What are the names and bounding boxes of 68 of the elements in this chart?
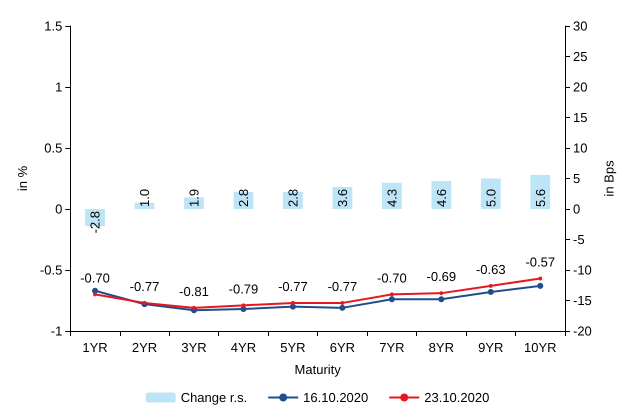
data-label: 1.9 (186, 188, 202, 207)
point (192, 306, 196, 310)
data-label: 4.3 (384, 188, 400, 207)
point (93, 292, 98, 296)
y2-tick-label: -10 (573, 262, 592, 278)
y2-tick-label: 15 (573, 110, 588, 125)
y2-tick-label: 5 (573, 171, 580, 186)
data-label: 2.8 (236, 188, 251, 207)
point (488, 288, 494, 295)
point (537, 282, 544, 289)
y-tick-label: 1.5 (44, 18, 62, 34)
data-label: 5.0 (483, 188, 498, 207)
data-label: -2.8 (88, 211, 103, 234)
x-tick-label: 8YR (428, 340, 454, 355)
x-tick-label: 5YR (280, 340, 306, 355)
x-tick-label: 2YR (132, 340, 158, 355)
x-tick-label: 1YR (82, 340, 108, 355)
y2-tick-label: -5 (573, 232, 585, 247)
data-label: -0.77 (130, 278, 160, 294)
data-label: -0.57 (525, 254, 556, 270)
x-tick-label: 7YR (379, 340, 405, 355)
point (290, 300, 295, 305)
point (340, 300, 344, 305)
data-label: -0.70 (80, 270, 110, 286)
data-label: 2.8 (285, 188, 300, 207)
x-tick-label: 3YR (181, 340, 207, 355)
y2-axis-title: in Bps (602, 160, 617, 197)
point (339, 304, 346, 311)
y-tick-label: 1 (55, 80, 62, 94)
legend-label: Change r.s. (180, 390, 248, 405)
y2-tick-label: 20 (573, 80, 588, 94)
y2-tick-label: 10 (573, 140, 588, 156)
data-label: -0.79 (228, 281, 258, 296)
y-tick-label: 0.5 (44, 140, 62, 156)
data-label: -0.81 (179, 284, 209, 299)
data-label: -0.77 (328, 278, 358, 294)
point (390, 292, 394, 296)
point (438, 296, 444, 302)
data-label: -0.77 (278, 278, 308, 294)
y-tick-label: -1 (50, 324, 62, 338)
point (241, 303, 246, 308)
point (538, 276, 542, 281)
y2-tick-label: -15 (573, 293, 592, 308)
data-label: -0.69 (426, 269, 456, 284)
y2-tick-label: -20 (573, 324, 592, 338)
x-tick-label: 9YR (478, 340, 504, 355)
data-label: 5.6 (532, 188, 548, 207)
y2-tick-label: 30 (573, 18, 588, 34)
x-tick-label: 6YR (330, 340, 356, 355)
y-tick-label: 0 (55, 202, 62, 216)
y2-tick-label: 0 (573, 202, 580, 216)
x-tick-label: 4YR (230, 340, 256, 355)
data-label: -0.70 (377, 270, 407, 286)
y-axis-title: in % (15, 165, 30, 192)
legend-label: 23.10.2020 (424, 390, 490, 405)
point (388, 296, 395, 302)
y-tick-label: -0.5 (40, 262, 62, 278)
point (142, 300, 147, 305)
point (488, 284, 493, 288)
data-label: 1.0 (137, 188, 152, 207)
data-label: -0.63 (476, 262, 506, 277)
point (439, 291, 444, 296)
y2-tick-label: 25 (573, 49, 588, 64)
data-label: 3.6 (334, 188, 350, 207)
x-tick-label: 10YR (524, 340, 557, 355)
legend-label: 16.10.2020 (303, 390, 368, 405)
x-axis-title: Maturity (294, 362, 342, 377)
data-label: 4.6 (434, 188, 449, 207)
